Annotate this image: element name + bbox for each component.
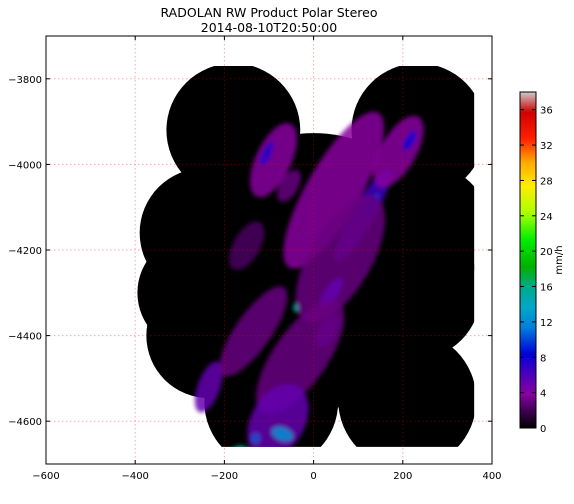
x-tick-label: −200 [211,471,238,482]
precipitation-cell [250,122,297,198]
y-tick-label: −4200 [8,246,42,257]
axes: −600 −400 −200 0 200 400 −3800 −4000 −4200 −4400 −… [8,36,502,482]
colorbar-tick-label: 36 [540,106,553,117]
x-tick-label: −600 [32,471,59,482]
x-tick-label: 200 [393,471,412,482]
x-tick-label: −400 [121,471,148,482]
precipitation-cell [259,141,274,166]
precipitation-cell [228,221,265,270]
chart-subtitle: 2014-08-10T20:50:00 [200,20,338,35]
colorbar-tick-label: 8 [540,353,546,364]
precipitation-cell [251,432,261,444]
precipitation-cell [194,361,223,413]
precipitation-cell [293,303,299,313]
grid-lines [46,36,492,464]
colorbar-tick-label: 28 [540,176,553,187]
y-tick-label: −4400 [8,332,42,343]
colorbar-label: mm/h [554,245,565,274]
colorbar-tick-label: 12 [540,318,553,329]
precipitation-field [194,111,424,447]
colorbar-ticks: 0 4 8 12 16 20 24 28 32 36 [520,106,553,435]
colorbar-tick-label: 16 [540,283,553,294]
precipitation-cell [319,277,344,308]
x-tick-label: 0 [310,471,316,482]
colorbar-tick-label: 4 [540,389,546,400]
colorbar-tick-label: 32 [540,141,553,152]
precipitation-cell [283,111,384,269]
colorbar-tick-label: 0 [540,424,546,435]
colorbar-tick-label: 20 [540,247,553,258]
colorbar-tick-label: 24 [540,212,553,223]
precipitation-cell [247,383,309,447]
x-tick-label: 400 [482,471,501,482]
chart-title: RADOLAN RW Product Polar Stereo [160,5,378,20]
precipitation-cell [219,286,288,377]
precipitation-cell [295,194,386,323]
y-tick-label: −4000 [8,160,42,171]
precipitation-cell [256,300,345,414]
colorbar: 0 4 8 12 16 20 24 28 32 36 mm/h [519,91,565,435]
precipitation-cell [234,445,246,447]
precipitation-cell [402,130,417,151]
colorbar-bar [519,91,537,429]
plot-area [46,36,492,464]
y-tick-label: −3800 [8,75,42,86]
precipitation-cell [277,169,301,202]
y-tick-label: −4600 [8,417,42,428]
precipitation-cell [271,426,294,442]
